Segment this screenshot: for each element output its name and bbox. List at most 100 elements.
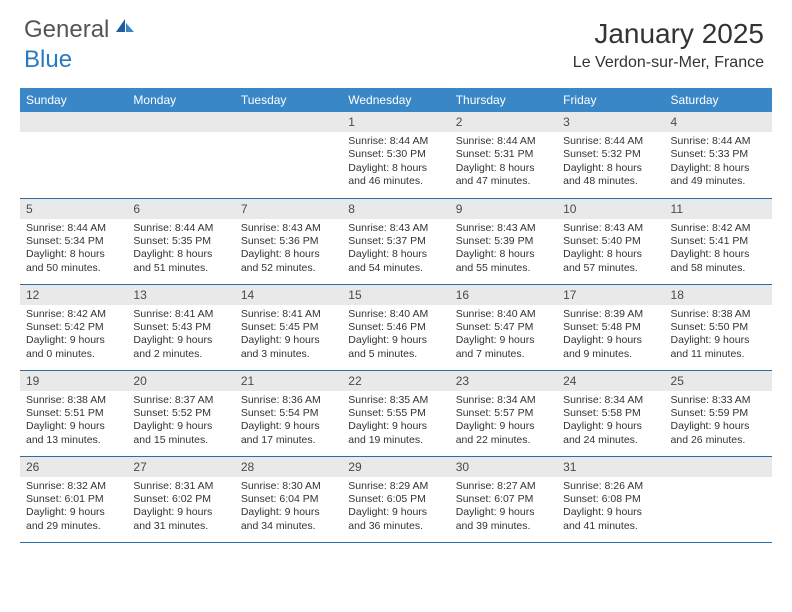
calendar-week-row: 1Sunrise: 8:44 AMSunset: 5:30 PMDaylight… (20, 112, 772, 198)
sunset-label: Sunset: 5:33 PM (671, 148, 766, 161)
calendar-day-cell: 21Sunrise: 8:36 AMSunset: 5:54 PMDayligh… (235, 370, 342, 456)
day-details (235, 132, 342, 188)
day-details (20, 132, 127, 188)
sunrise-label: Sunrise: 8:37 AM (133, 394, 228, 407)
daylight-label-1: Daylight: 8 hours (671, 162, 766, 175)
daylight-label-2: and 39 minutes. (456, 520, 551, 533)
calendar-day-cell: 29Sunrise: 8:29 AMSunset: 6:05 PMDayligh… (342, 456, 449, 542)
day-number: 21 (235, 371, 342, 391)
weekday-header: Saturday (665, 88, 772, 112)
day-details: Sunrise: 8:44 AMSunset: 5:34 PMDaylight:… (20, 219, 127, 280)
daylight-label-1: Daylight: 9 hours (456, 334, 551, 347)
sunset-label: Sunset: 6:04 PM (241, 493, 336, 506)
sunrise-label: Sunrise: 8:44 AM (671, 135, 766, 148)
sunset-label: Sunset: 5:45 PM (241, 321, 336, 334)
day-details: Sunrise: 8:37 AMSunset: 5:52 PMDaylight:… (127, 391, 234, 452)
calendar-day-cell: 20Sunrise: 8:37 AMSunset: 5:52 PMDayligh… (127, 370, 234, 456)
daylight-label-1: Daylight: 9 hours (456, 420, 551, 433)
weekday-header: Sunday (20, 88, 127, 112)
day-number: 28 (235, 457, 342, 477)
weekday-header: Tuesday (235, 88, 342, 112)
day-details: Sunrise: 8:27 AMSunset: 6:07 PMDaylight:… (450, 477, 557, 538)
day-details: Sunrise: 8:40 AMSunset: 5:46 PMDaylight:… (342, 305, 449, 366)
day-number (235, 112, 342, 132)
calendar-day-cell: 10Sunrise: 8:43 AMSunset: 5:40 PMDayligh… (557, 198, 664, 284)
day-details: Sunrise: 8:44 AMSunset: 5:30 PMDaylight:… (342, 132, 449, 193)
day-details: Sunrise: 8:43 AMSunset: 5:39 PMDaylight:… (450, 219, 557, 280)
weekday-header: Wednesday (342, 88, 449, 112)
sunrise-label: Sunrise: 8:35 AM (348, 394, 443, 407)
brand-logo: GeneralBlue (24, 18, 136, 72)
sunset-label: Sunset: 5:37 PM (348, 235, 443, 248)
daylight-label-1: Daylight: 8 hours (671, 248, 766, 261)
daylight-label-1: Daylight: 9 hours (348, 420, 443, 433)
day-number: 20 (127, 371, 234, 391)
day-number: 14 (235, 285, 342, 305)
sunset-label: Sunset: 5:30 PM (348, 148, 443, 161)
daylight-label-1: Daylight: 9 hours (133, 506, 228, 519)
sunset-label: Sunset: 6:05 PM (348, 493, 443, 506)
daylight-label-1: Daylight: 9 hours (133, 420, 228, 433)
day-details: Sunrise: 8:32 AMSunset: 6:01 PMDaylight:… (20, 477, 127, 538)
daylight-label-2: and 36 minutes. (348, 520, 443, 533)
daylight-label-2: and 46 minutes. (348, 175, 443, 188)
daylight-label-1: Daylight: 9 hours (671, 420, 766, 433)
daylight-label-1: Daylight: 9 hours (241, 334, 336, 347)
calendar-day-cell: 5Sunrise: 8:44 AMSunset: 5:34 PMDaylight… (20, 198, 127, 284)
daylight-label-2: and 51 minutes. (133, 262, 228, 275)
sunrise-label: Sunrise: 8:38 AM (26, 394, 121, 407)
brand-part1: General (24, 16, 109, 43)
day-number (20, 112, 127, 132)
daylight-label-1: Daylight: 8 hours (456, 248, 551, 261)
sunrise-label: Sunrise: 8:43 AM (348, 222, 443, 235)
sunrise-label: Sunrise: 8:44 AM (348, 135, 443, 148)
day-number: 22 (342, 371, 449, 391)
daylight-label-2: and 48 minutes. (563, 175, 658, 188)
day-details: Sunrise: 8:34 AMSunset: 5:58 PMDaylight:… (557, 391, 664, 452)
daylight-label-2: and 57 minutes. (563, 262, 658, 275)
day-number: 5 (20, 199, 127, 219)
daylight-label-2: and 41 minutes. (563, 520, 658, 533)
sunrise-label: Sunrise: 8:31 AM (133, 480, 228, 493)
sunrise-label: Sunrise: 8:42 AM (26, 308, 121, 321)
daylight-label-1: Daylight: 9 hours (348, 334, 443, 347)
sunrise-label: Sunrise: 8:43 AM (563, 222, 658, 235)
daylight-label-2: and 19 minutes. (348, 434, 443, 447)
daylight-label-2: and 29 minutes. (26, 520, 121, 533)
daylight-label-1: Daylight: 9 hours (241, 506, 336, 519)
daylight-label-1: Daylight: 8 hours (241, 248, 336, 261)
calendar-day-cell: 16Sunrise: 8:40 AMSunset: 5:47 PMDayligh… (450, 284, 557, 370)
day-number: 15 (342, 285, 449, 305)
sunset-label: Sunset: 5:35 PM (133, 235, 228, 248)
day-details (665, 477, 772, 533)
daylight-label-1: Daylight: 9 hours (563, 506, 658, 519)
day-number: 12 (20, 285, 127, 305)
sunrise-label: Sunrise: 8:33 AM (671, 394, 766, 407)
sunset-label: Sunset: 5:50 PM (671, 321, 766, 334)
calendar-day-cell: 26Sunrise: 8:32 AMSunset: 6:01 PMDayligh… (20, 456, 127, 542)
sunset-label: Sunset: 5:34 PM (26, 235, 121, 248)
daylight-label-2: and 58 minutes. (671, 262, 766, 275)
day-details: Sunrise: 8:38 AMSunset: 5:50 PMDaylight:… (665, 305, 772, 366)
calendar-day-cell: 11Sunrise: 8:42 AMSunset: 5:41 PMDayligh… (665, 198, 772, 284)
day-number: 18 (665, 285, 772, 305)
day-details: Sunrise: 8:26 AMSunset: 6:08 PMDaylight:… (557, 477, 664, 538)
sunset-label: Sunset: 5:43 PM (133, 321, 228, 334)
calendar-day-cell: 2Sunrise: 8:44 AMSunset: 5:31 PMDaylight… (450, 112, 557, 198)
daylight-label-2: and 0 minutes. (26, 348, 121, 361)
day-details: Sunrise: 8:44 AMSunset: 5:32 PMDaylight:… (557, 132, 664, 193)
daylight-label-1: Daylight: 8 hours (456, 162, 551, 175)
day-number: 31 (557, 457, 664, 477)
sunrise-label: Sunrise: 8:32 AM (26, 480, 121, 493)
day-number: 2 (450, 112, 557, 132)
day-number (665, 457, 772, 477)
sunrise-label: Sunrise: 8:44 AM (563, 135, 658, 148)
day-number: 23 (450, 371, 557, 391)
daylight-label-1: Daylight: 9 hours (241, 420, 336, 433)
calendar-day-cell: 17Sunrise: 8:39 AMSunset: 5:48 PMDayligh… (557, 284, 664, 370)
sunrise-label: Sunrise: 8:44 AM (456, 135, 551, 148)
day-details: Sunrise: 8:35 AMSunset: 5:55 PMDaylight:… (342, 391, 449, 452)
day-number: 1 (342, 112, 449, 132)
day-details: Sunrise: 8:43 AMSunset: 5:37 PMDaylight:… (342, 219, 449, 280)
weekday-header: Friday (557, 88, 664, 112)
